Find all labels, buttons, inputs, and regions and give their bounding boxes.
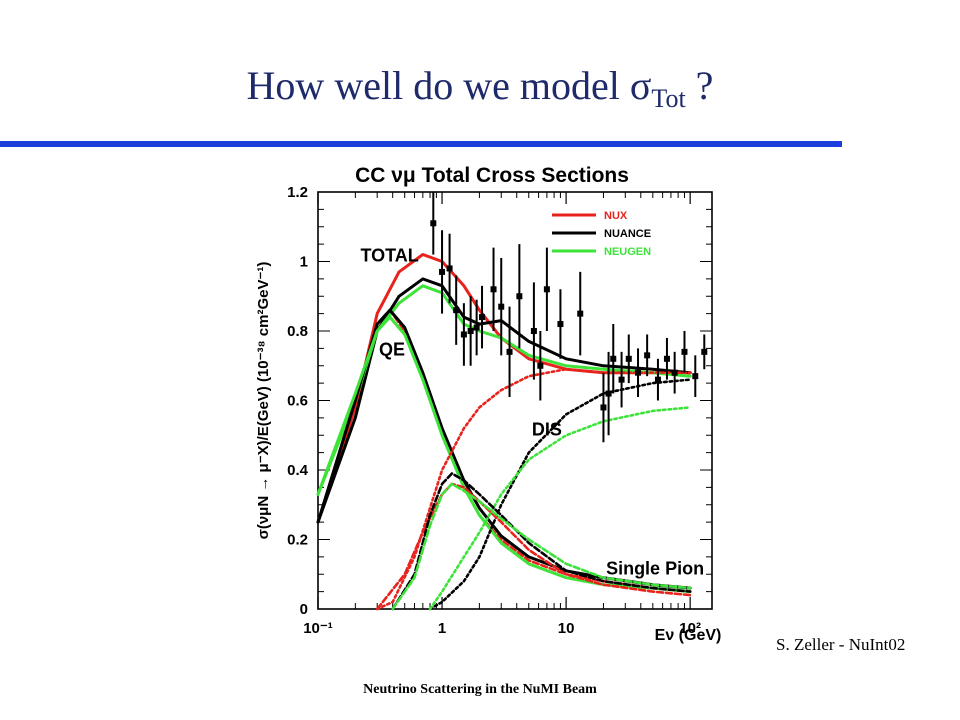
chart-title: CC νμ Total Cross Sections	[355, 164, 629, 187]
data-point	[605, 390, 612, 397]
data-point	[577, 310, 584, 317]
title-sigma: σ	[629, 63, 652, 108]
legend-label: NUANCE	[604, 228, 651, 240]
data-point	[473, 324, 480, 331]
legend-label: NEUGEN	[604, 246, 651, 258]
y-tick-label: 0.8	[287, 323, 308, 340]
series-line-neugen-single-pion	[391, 482, 692, 611]
title-underline-rule	[0, 141, 842, 147]
data-point	[467, 328, 474, 334]
y-tick-label: 0.4	[287, 462, 309, 479]
data-point	[671, 369, 678, 376]
data-point	[430, 220, 437, 227]
data-point	[618, 376, 625, 383]
legend-label: NUX	[604, 210, 628, 222]
slide-title: How well do we model σTot ?	[0, 66, 960, 112]
data-point	[692, 373, 699, 380]
data-point	[610, 355, 617, 362]
y-tick-label: 1.2	[287, 184, 308, 201]
series-line-neugen-dis	[428, 406, 692, 611]
data-point	[490, 286, 497, 293]
series-line-neugen-qe	[316, 315, 692, 594]
y-tick-label: 0	[300, 601, 308, 618]
data-point	[625, 355, 632, 362]
chart-data-points	[430, 192, 708, 443]
annotation-dis: DIS	[532, 419, 562, 439]
data-point	[663, 355, 670, 362]
x-tick-label: 1	[438, 620, 446, 637]
data-point	[537, 362, 544, 369]
title-tail: ?	[685, 63, 714, 108]
chart-legend: NUX NUANCE NEUGEN	[552, 210, 651, 258]
annotation-total: TOTAL	[360, 246, 418, 266]
annotation-qe: QE	[379, 339, 405, 359]
author-credit: S. Zeller - NuInt02	[776, 635, 906, 654]
data-point	[516, 293, 523, 300]
data-point	[530, 328, 537, 334]
title-subscript: Tot	[651, 84, 686, 113]
series-line-neugen-total	[316, 284, 692, 496]
annotation-single-pion: Single Pion	[606, 558, 704, 578]
series-line-nux-dis	[375, 367, 692, 611]
data-point	[635, 369, 642, 376]
x-tick-label: 10²	[679, 620, 701, 637]
chart-series	[316, 253, 692, 611]
y-axis-label: σ(νμN → μ⁻X)/E(GeV) (10⁻³⁸ cm²GeV⁻¹)	[255, 262, 272, 540]
data-point	[460, 331, 467, 338]
data-point	[498, 303, 505, 310]
data-point	[453, 307, 460, 314]
data-point	[600, 404, 607, 411]
data-point	[681, 348, 688, 355]
data-point	[701, 348, 708, 355]
chart-axes: 10⁻¹ 1 10 10² 0 0.2 0.4 0.6 0.8 1 1.2	[287, 184, 712, 637]
footer-text: Neutrino Scattering in the NuMI Beam	[363, 682, 597, 697]
data-point	[543, 286, 550, 293]
y-tick-label: 0.6	[287, 393, 308, 410]
series-line-nux-qe	[316, 308, 692, 593]
data-point	[506, 348, 513, 355]
data-point	[439, 268, 446, 275]
data-point	[644, 352, 651, 359]
data-point	[557, 321, 564, 328]
data-point	[446, 265, 453, 272]
series-line-nuance-total	[316, 277, 692, 524]
y-tick-label: 0.2	[287, 532, 308, 549]
series-line-nuance-single-pion	[391, 472, 692, 611]
y-tick-label: 1	[300, 254, 308, 271]
data-point	[654, 376, 661, 383]
x-tick-label: 10	[558, 620, 575, 637]
x-tick-label: 10⁻¹	[303, 620, 333, 637]
x-axis-label: Eν (GeV)	[655, 627, 722, 644]
data-point	[479, 314, 486, 321]
title-text: How well do we model	[246, 63, 630, 108]
chart-labels: CC νμ Total Cross Sections Eν (GeV) σ(νμN …	[255, 164, 721, 644]
